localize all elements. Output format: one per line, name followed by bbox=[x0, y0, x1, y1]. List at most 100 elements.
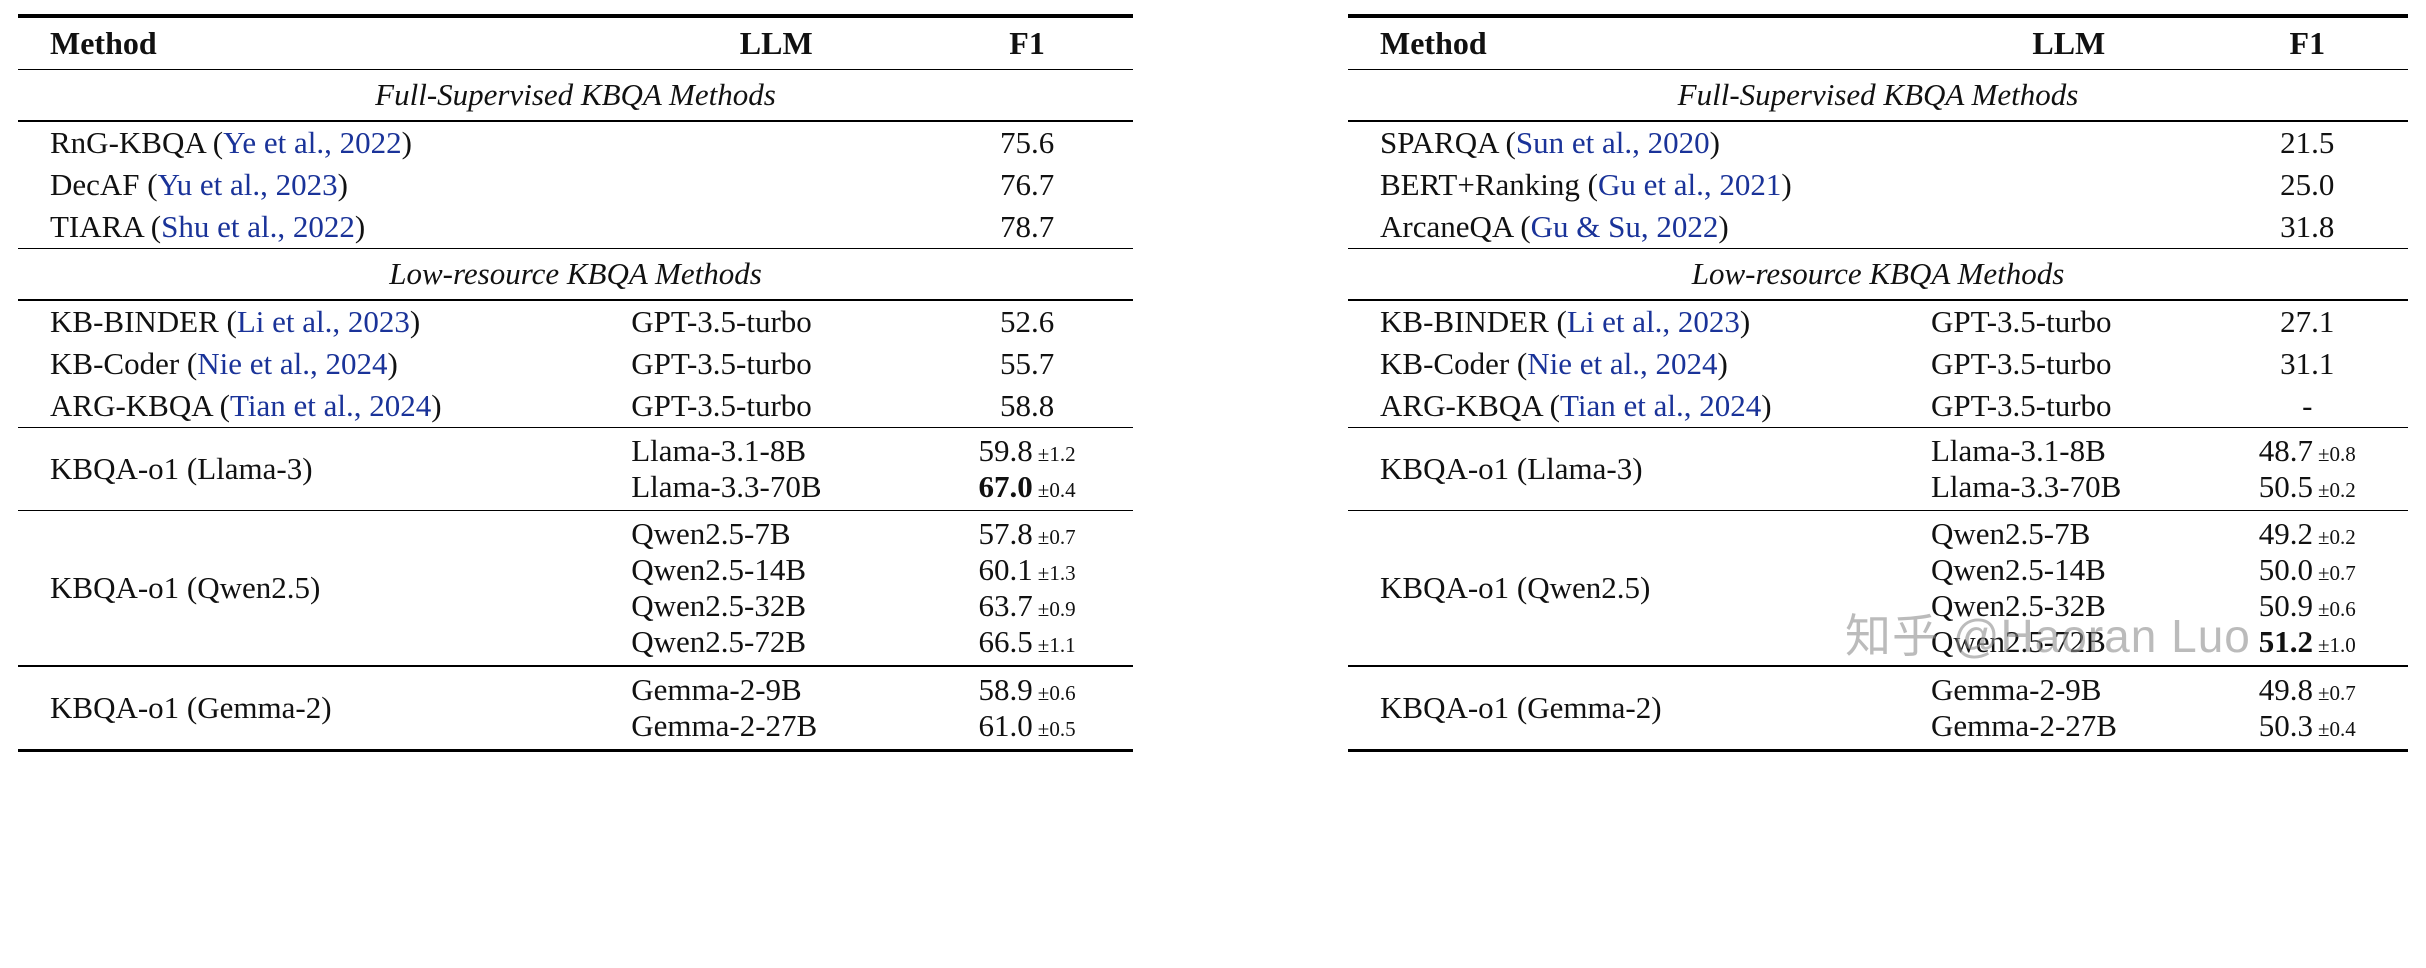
llm-value: GPT-3.5-turbo bbox=[631, 345, 812, 381]
citation-link[interactable]: Sun et al., 2020 bbox=[1515, 124, 1710, 160]
citation-link[interactable]: Nie et al., 2024 bbox=[197, 345, 388, 381]
llm-value: Llama-3.3-70B bbox=[631, 468, 822, 504]
table-row: TIARA (Shu et al., 2022) 78.7 bbox=[18, 206, 1133, 248]
citation-link[interactable]: Li et al., 2023 bbox=[1566, 303, 1740, 339]
f1-value: 58.8 bbox=[999, 387, 1055, 423]
citation-link[interactable]: Tian et al., 2024 bbox=[229, 387, 432, 423]
f1-stddev: ±1.1 bbox=[1037, 633, 1076, 658]
f1-line: 31.8 bbox=[2207, 209, 2408, 245]
f1-line: 25.0 bbox=[2207, 167, 2408, 203]
method-cell: DecAF (Yu et al., 2023) bbox=[50, 166, 348, 202]
f1-value: 75.6 bbox=[999, 124, 1055, 160]
section-title: Low-resource KBQA Methods bbox=[1691, 256, 2065, 291]
f1-value: 52.6 bbox=[999, 303, 1055, 339]
method-name: KBQA-o1 (Gemma-2) bbox=[50, 689, 332, 725]
f1-line: 27.1 bbox=[2207, 304, 2408, 340]
f1-stddev: ±0.7 bbox=[2318, 680, 2356, 705]
f1-line: 49.2 ±0.2 bbox=[2207, 516, 2408, 552]
method-name: KBQA-o1 (Llama-3) bbox=[1380, 450, 1643, 486]
section-rule bbox=[1348, 247, 2408, 249]
method-cell: KB-BINDER (Li et al., 2023) bbox=[1380, 303, 1751, 339]
llm-value: Llama-3.3-70B bbox=[1931, 468, 2122, 504]
method-cell: ARG-KBQA (Tian et al., 2024) bbox=[1380, 387, 1772, 423]
f1-line: 52.6 bbox=[921, 304, 1133, 340]
f1-line: 78.7 bbox=[921, 209, 1133, 245]
llm-cell: GPT-3.5-turbo bbox=[631, 304, 921, 340]
table-row: BERT+Ranking (Gu et al., 2021) 25.0 bbox=[1348, 164, 2408, 206]
f1-line: 55.7 bbox=[921, 346, 1133, 382]
citation-link[interactable]: Shu et al., 2022 bbox=[161, 208, 355, 244]
f1-stddev: ±0.2 bbox=[2318, 477, 2356, 502]
f1-stddev: ±1.2 bbox=[1037, 442, 1076, 466]
method-cell: KB-Coder (Nie et al., 2024) bbox=[50, 345, 398, 381]
method-name: KBQA-o1 (Qwen2.5) bbox=[1380, 570, 1651, 606]
table-top-rule bbox=[1348, 14, 2408, 18]
section-rule bbox=[18, 665, 1133, 667]
citation-link[interactable]: Ye et al., 2022 bbox=[223, 124, 402, 160]
llm-value: Qwen2.5-14B bbox=[1931, 552, 2106, 588]
table-bottom-rule bbox=[18, 748, 1133, 753]
f1-cell: 49.2 ±0.2 50.0 ±0.7 50.9 ±0.6 51.2 ±1.0 bbox=[2207, 516, 2408, 660]
section-rule bbox=[1348, 299, 2408, 301]
method-cell: KBQA-o1 (Llama-3) bbox=[18, 451, 631, 487]
llm-value: Gemma-2-27B bbox=[1931, 707, 2117, 743]
f1-line: 63.7 ±0.9 bbox=[921, 588, 1133, 624]
f1-cell: 31.1 bbox=[2207, 346, 2408, 382]
f1-line: 50.3 ±0.4 bbox=[2207, 708, 2408, 744]
f1-cell: - bbox=[2207, 388, 2408, 424]
llm-value: Llama-3.1-8B bbox=[1931, 433, 2106, 468]
f1-line: - bbox=[2207, 388, 2408, 424]
f1-cell: 58.8 bbox=[921, 388, 1133, 424]
section-rule bbox=[18, 299, 1133, 301]
citation-link[interactable]: Yu et al., 2023 bbox=[157, 166, 338, 202]
f1-line: 51.2 ±1.0 bbox=[2207, 624, 2408, 660]
method-cell: KBQA-o1 (Llama-3) bbox=[1348, 451, 1931, 487]
section-rule bbox=[1348, 665, 2408, 667]
f1-value: 50.9 bbox=[2258, 588, 2314, 624]
citation-link[interactable]: Tian et al., 2024 bbox=[1559, 387, 1762, 423]
method-cell: SPARQA (Sun et al., 2020) bbox=[1380, 124, 1720, 160]
column-header-f1: F1 bbox=[2289, 24, 2326, 61]
f1-stddev: ±0.2 bbox=[2318, 525, 2356, 550]
f1-stddev: ±0.6 bbox=[1037, 680, 1076, 705]
llm-cell: Llama-3.1-8B Llama-3.3-70B bbox=[631, 433, 921, 505]
method-name: RnG-KBQA bbox=[50, 124, 206, 160]
method-cell: BERT+Ranking (Gu et al., 2021) bbox=[1380, 166, 1792, 202]
f1-value: 50.3 bbox=[2258, 707, 2314, 743]
f1-value: 31.8 bbox=[2280, 208, 2335, 244]
llm-cell: Gemma-2-9B Gemma-2-27B bbox=[1931, 672, 2207, 744]
table-row: SPARQA (Sun et al., 2020) 21.5 bbox=[1348, 122, 2408, 164]
citation-link[interactable]: Gu & Su, 2022 bbox=[1530, 208, 1719, 244]
citation-link[interactable]: Gu et al., 2021 bbox=[1597, 166, 1782, 202]
results-table-left: Method LLM F1 Full-Supervised KBQA Methods R… bbox=[18, 14, 1133, 753]
f1-value: 49.2 bbox=[2258, 516, 2314, 552]
column-header-f1: F1 bbox=[1009, 24, 1045, 61]
f1-cell: 57.8 ±0.7 60.1 ±1.3 63.7 ±0.9 66.5 ±1.1 bbox=[921, 516, 1133, 660]
llm-value: GPT-3.5-turbo bbox=[1931, 387, 2112, 423]
method-cell: KB-BINDER (Li et al., 2023) bbox=[50, 303, 421, 339]
table-row: KBQA-o1 (Qwen2.5) Qwen2.5-7B Qwen2.5-14B Qw… bbox=[18, 511, 1133, 665]
llm-cell: GPT-3.5-turbo bbox=[631, 388, 921, 424]
llm-value: Qwen2.5-7B bbox=[631, 516, 791, 552]
table-row: DecAF (Yu et al., 2023) 76.7 bbox=[18, 164, 1133, 206]
section-rule bbox=[18, 509, 1133, 512]
method-name: TIARA bbox=[50, 208, 143, 244]
citation-link[interactable]: Li et al., 2023 bbox=[236, 303, 410, 339]
table-row: KBQA-o1 (Qwen2.5) Qwen2.5-7B Qwen2.5-14B Qw… bbox=[1348, 511, 2408, 665]
f1-stddev: ±0.6 bbox=[2318, 597, 2356, 622]
method-cell: KB-Coder (Nie et al., 2024) bbox=[1380, 345, 1728, 381]
method-name: KBQA-o1 (Llama-3) bbox=[50, 450, 313, 486]
table-row: RnG-KBQA (Ye et al., 2022) 75.6 bbox=[18, 122, 1133, 164]
f1-line: 50.5 ±0.2 bbox=[2207, 469, 2408, 505]
f1-cell: 58.9 ±0.6 61.0 ±0.5 bbox=[921, 672, 1133, 744]
method-cell: ARG-KBQA (Tian et al., 2024) bbox=[50, 387, 442, 423]
f1-line: 49.8 ±0.7 bbox=[2207, 672, 2408, 708]
f1-line: 21.5 bbox=[2207, 125, 2408, 161]
section-rule bbox=[18, 247, 1133, 249]
table-row: KB-BINDER (Li et al., 2023) GPT-3.5-turbo… bbox=[18, 301, 1133, 343]
f1-line: 31.1 bbox=[2207, 346, 2408, 382]
f1-value: 58.9 bbox=[978, 671, 1033, 707]
llm-value: Gemma-2-27B bbox=[631, 707, 818, 743]
citation-link[interactable]: Nie et al., 2024 bbox=[1527, 345, 1718, 381]
method-cell: KBQA-o1 (Qwen2.5) bbox=[18, 570, 631, 606]
